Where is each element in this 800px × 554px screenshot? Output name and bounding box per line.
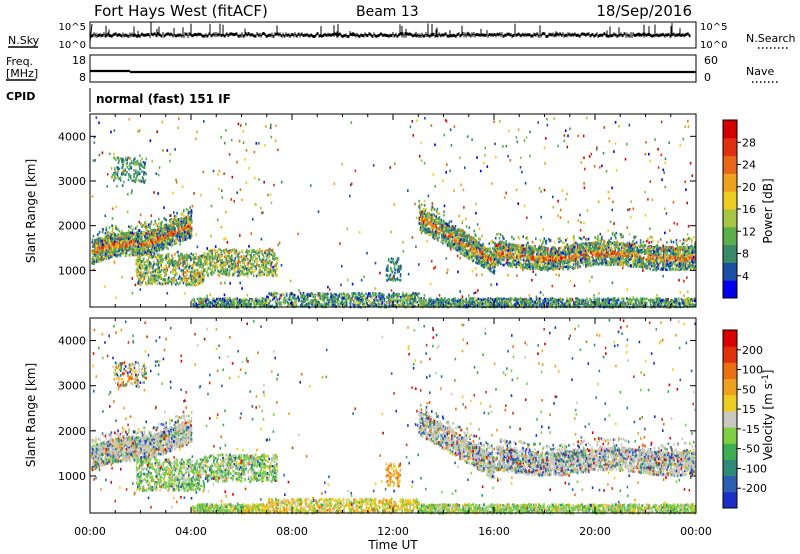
colorbar-segment — [723, 244, 737, 263]
date-label: 18/Sep/2016 — [596, 2, 692, 20]
nave-label: Nave — [746, 65, 774, 78]
y-tick-label: 1000 — [58, 470, 86, 483]
velocity-colorbar-label-close: ] — [761, 370, 775, 375]
x-tick-label: 00:00 — [74, 525, 106, 538]
colorbar-segment — [723, 410, 737, 428]
power-y-axis-label: Slant Range [km] — [24, 159, 38, 263]
freq-panel: Freq. [MHz] 18 8 60 0 Nave — [6, 54, 778, 84]
colorbar-segment — [723, 491, 737, 509]
freq-left-tick-top: 18 — [72, 54, 86, 67]
colorbar-segment — [723, 459, 737, 477]
velocity-colorbar-label-exponent: -1 — [761, 374, 771, 383]
velocity-y-axis-label: Slant Range [km] — [24, 363, 38, 467]
colorbar-segment — [723, 226, 737, 246]
power-panel: 1000 2000 3000 4000 Slant Range [km] 4 8 12 16… — [24, 113, 775, 309]
freq-unit: [MHz] — [6, 67, 38, 80]
n-search-label: N.Search — [746, 32, 796, 45]
nave-right-tick-bottom: 0 — [704, 71, 711, 84]
colorbar-tick-label: -50 — [742, 443, 760, 456]
colorbar-segment — [723, 394, 737, 412]
power-colorbar: 4 8 12 16 20 24 28 — [722, 119, 756, 299]
colorbar-segment — [723, 191, 737, 210]
cpid-label: CPID — [6, 90, 35, 103]
colorbar-tick-label: 4 — [742, 270, 749, 283]
noise-right-tick-bottom: 10^0 — [700, 40, 727, 51]
velocity-colorbar-label-main: Velocity [m s — [761, 383, 775, 460]
y-tick-label: 4000 — [58, 130, 86, 143]
freq-label: Freq. — [6, 55, 33, 68]
power-x-ticks — [89, 114, 697, 307]
velocity-colorbar: -200 -100 -50 -15 15 50 100 200 — [722, 329, 767, 509]
x-tick-label: 16:00 — [478, 525, 510, 538]
colorbar-tick-label: 8 — [742, 248, 749, 261]
colorbar-segment — [723, 173, 737, 192]
colorbar-segment — [723, 262, 737, 281]
power-scatter — [91, 116, 697, 309]
noise-left-tick-top: 10^5 — [59, 22, 86, 33]
colorbar-tick-label: 15 — [742, 403, 756, 416]
beam-label: Beam 13 — [356, 4, 419, 20]
y-tick-label: 4000 — [58, 335, 86, 348]
power-colorbar-label: Power [dB] — [761, 178, 775, 243]
colorbar-segment — [723, 362, 737, 380]
y-tick-label: 3000 — [58, 380, 86, 393]
x-tick-label: 20:00 — [579, 525, 611, 538]
nave-right-tick-top: 60 — [704, 54, 718, 67]
time-axis-title: Time UT — [367, 538, 418, 552]
freq-left-tick-bottom: 8 — [79, 71, 86, 84]
station-title: Fort Hays West (fitACF) — [94, 2, 268, 20]
colorbar-tick-label: -100 — [742, 462, 767, 475]
velocity-colorbar-label: Velocity [m s-1] — [761, 370, 775, 461]
colorbar-segment — [723, 120, 737, 139]
x-tick-label: 12:00 — [377, 525, 409, 538]
x-tick-label: 00:00 — [680, 525, 712, 538]
colorbar-segment — [723, 209, 737, 228]
cpid-panel: CPID normal (fast) 151 IF — [6, 88, 231, 112]
noise-right-tick-top: 10^5 — [700, 22, 727, 33]
noise-panel: N.Sky 10^5 10^0 10^5 10^0 N.Search — [8, 21, 796, 51]
colorbar-segment — [723, 443, 737, 460]
colorbar-segment — [723, 346, 737, 363]
colorbar-tick-label: -200 — [742, 482, 767, 495]
y-tick-label: 2000 — [58, 220, 86, 233]
velocity-y-ticks: 1000 2000 3000 4000 — [58, 335, 696, 483]
colorbar-segment — [723, 427, 737, 444]
y-tick-label: 3000 — [58, 175, 86, 188]
colorbar-segment — [723, 155, 737, 174]
colorbar-tick-label: 12 — [742, 225, 756, 238]
power-y-ticks: 1000 2000 3000 4000 — [58, 130, 696, 277]
y-tick-label: 1000 — [58, 264, 86, 277]
velocity-scatter — [91, 319, 697, 515]
colorbar-segment — [723, 137, 737, 157]
colorbar-tick-label: 100 — [742, 364, 763, 377]
colorbar-tick-label: 24 — [742, 159, 756, 172]
colorbar-tick-label: 16 — [742, 203, 756, 216]
colorbar-tick-label: 200 — [742, 344, 763, 357]
time-axis-labels: 00:00 04:00 08:00 12:00 16:00 20:00 00:00 — [74, 525, 712, 538]
colorbar-segment — [723, 378, 737, 396]
colorbar-segment — [723, 280, 737, 299]
colorbar-tick-label: 28 — [742, 136, 756, 149]
colorbar-segment — [723, 475, 737, 493]
colorbar-tick-label: 50 — [742, 383, 756, 396]
noise-left-tick-bottom: 10^0 — [59, 40, 86, 51]
n-sky-trace — [89, 22, 691, 43]
velocity-panel: 1000 2000 3000 4000 Slant Range [km] -200 -1… — [24, 317, 775, 515]
colorbar-segment — [723, 330, 737, 347]
y-tick-label: 2000 — [58, 425, 86, 438]
x-tick-label: 08:00 — [276, 525, 308, 538]
colorbar-tick-label: -15 — [742, 423, 760, 436]
cpid-text: normal (fast) 151 IF — [96, 92, 231, 106]
x-tick-label: 04:00 — [175, 525, 207, 538]
freq-trace — [90, 69, 696, 74]
n-sky-label: N.Sky — [8, 34, 40, 47]
velocity-x-ticks — [89, 318, 697, 513]
colorbar-tick-label: 20 — [742, 181, 756, 194]
